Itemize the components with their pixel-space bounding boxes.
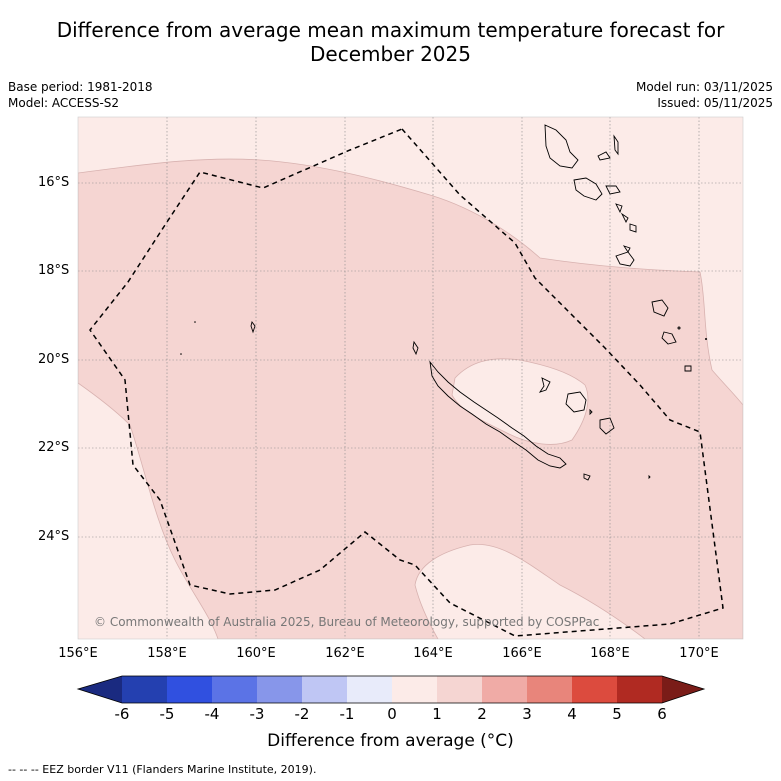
colorbar — [76, 675, 706, 704]
lon-label-170e: 170°E — [679, 646, 719, 661]
colorbar-label: 2 — [477, 705, 487, 723]
islet-3 — [684, 365, 692, 372]
malekula-island — [573, 177, 603, 201]
colorbar-outline — [76, 675, 706, 704]
colorbar-segment — [482, 676, 527, 703]
lon-label-162e: 162°E — [325, 646, 365, 661]
reef-1 — [250, 320, 256, 334]
eez-border — [89, 128, 724, 637]
mare-island — [599, 417, 615, 435]
colorbar-label: -5 — [159, 705, 175, 723]
hunter-island — [661, 331, 677, 345]
model-run: Model run: 03/11/2025 — [635, 80, 773, 94]
colorbar-label: 6 — [657, 705, 667, 723]
colorbar-label: 4 — [567, 705, 577, 723]
model-name: Model: ACCESS-S2 — [8, 96, 120, 110]
colorbar-segment — [392, 676, 437, 703]
erromango-island — [622, 245, 631, 253]
copyright-text: © Commonwealth of Australia 2025, Bureau… — [94, 615, 599, 629]
colorbar-label: 5 — [612, 705, 622, 723]
belep-islands — [412, 340, 419, 356]
lon-label-158e: 158°E — [147, 646, 187, 661]
lifou-island — [565, 391, 587, 413]
tiga-island — [589, 408, 593, 416]
meta-right: Model run: 03/11/2025 Issued: 05/11/2025 — [636, 79, 773, 111]
colorbar-segment — [257, 676, 302, 703]
colorbar-segment — [302, 676, 347, 703]
lon-label-160e: 160°E — [236, 646, 276, 661]
tanna-island — [615, 251, 635, 267]
shepherd-islands — [620, 212, 629, 224]
colorbar-label: -4 — [204, 705, 220, 723]
colorbar-label: 0 — [387, 705, 397, 723]
colorbar-label: -2 — [294, 705, 310, 723]
colorbar-arrow-right — [662, 676, 704, 703]
map-frame — [77, 116, 744, 640]
colorbar-segment — [347, 676, 392, 703]
islet-2 — [705, 338, 707, 340]
lat-label-22s: 22°S — [38, 440, 70, 455]
espiritu-santo-island — [544, 124, 579, 169]
colorbar-label: -1 — [339, 705, 355, 723]
eez-footnote: -- -- -- EEZ border V11 (Flanders Marine… — [8, 763, 317, 776]
colorbar-arrow-left — [78, 676, 122, 703]
lat-label-20s: 20°S — [38, 352, 70, 367]
ouvea-island — [538, 377, 551, 393]
title-line-2: December 2025 — [310, 42, 471, 66]
colorbar-title: Difference from average (°C) — [267, 731, 514, 751]
ambrym-island — [605, 185, 621, 195]
colorbar-label: 1 — [432, 705, 442, 723]
lat-label-16s: 16°S — [38, 175, 70, 190]
reef-3 — [180, 353, 182, 355]
title-line-1: Difference from average mean maximum tem… — [56, 18, 725, 42]
lon-label-168e: 168°E — [590, 646, 630, 661]
colorbar-segment — [527, 676, 572, 703]
colorbar-segment — [572, 676, 617, 703]
base-period: Base period: 1981-2018 — [8, 80, 153, 94]
lat-label-18s: 18°S — [38, 263, 70, 278]
chart-title: Difference from average mean maximum tem… — [0, 18, 781, 66]
reef-2 — [194, 321, 196, 323]
graticule — [78, 117, 743, 639]
walpole-island — [648, 474, 651, 480]
epi-island — [615, 203, 623, 214]
meta-left: Base period: 1981-2018 Model: ACCESS-S2 — [8, 79, 153, 111]
anomaly-pocket-0-1 — [451, 358, 589, 445]
maewo-island — [613, 134, 619, 156]
colorbar-segment — [617, 676, 662, 703]
colorbar-segment — [437, 676, 482, 703]
colorbar-label: 3 — [522, 705, 532, 723]
colorbar-label: -3 — [249, 705, 265, 723]
ambae-island — [597, 151, 611, 161]
new-caledonia-island — [429, 360, 567, 469]
issued-date: Issued: 05/11/2025 — [657, 96, 773, 110]
colorbar-segment — [122, 676, 167, 703]
matthew-island — [651, 299, 669, 317]
lat-label-24s: 24°S — [38, 529, 70, 544]
isle-of-pines — [583, 473, 591, 481]
lon-label-166e: 166°E — [502, 646, 542, 661]
colorbar-segment — [212, 676, 257, 703]
lon-label-156e: 156°E — [58, 646, 98, 661]
map-area: © Commonwealth of Australia 2025, Bureau… — [78, 117, 743, 639]
lon-label-164e: 164°E — [413, 646, 453, 661]
efate-island — [629, 223, 637, 233]
islet-1 — [677, 326, 681, 330]
colorbar-segment — [167, 676, 212, 703]
colorbar-label: -6 — [114, 705, 130, 723]
